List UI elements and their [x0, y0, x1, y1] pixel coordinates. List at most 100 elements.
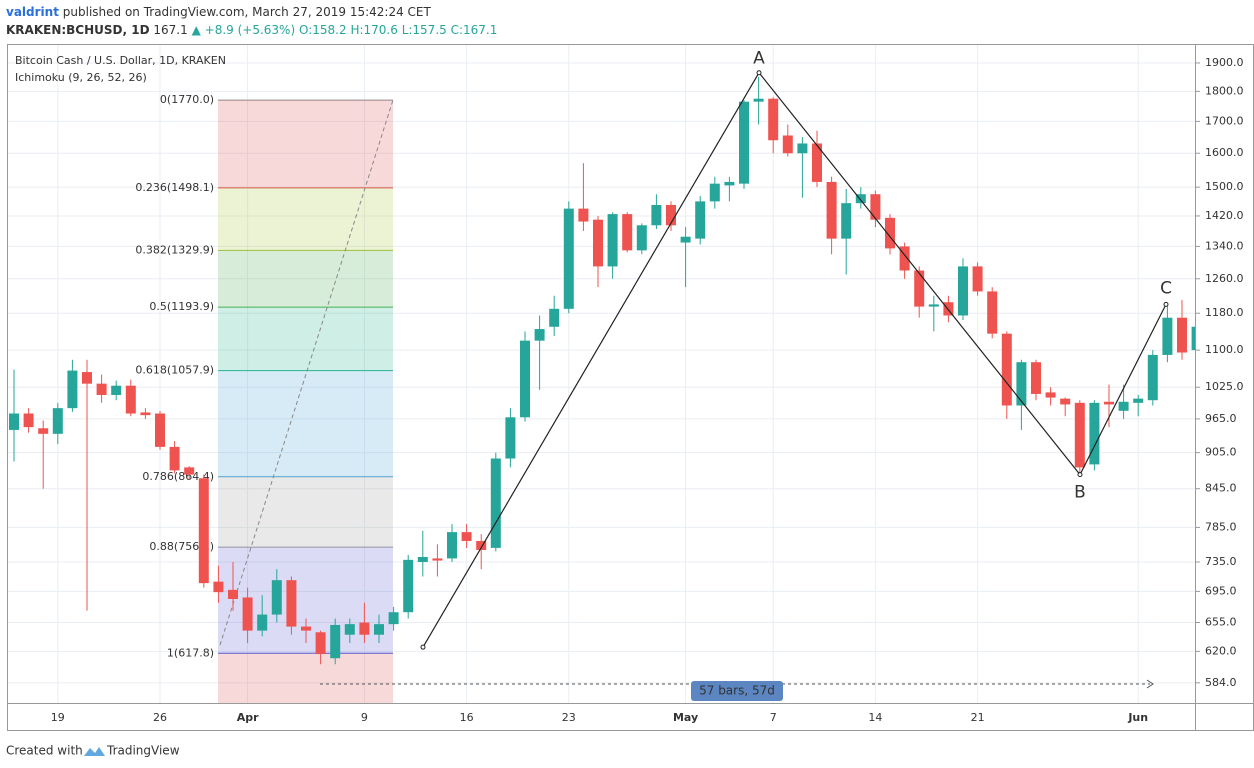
- candle-body: [1162, 317, 1173, 355]
- candle-body: [1147, 354, 1158, 401]
- x-tick-label: Jun: [1127, 711, 1148, 724]
- grid: 1900.0 1800.0 1700.0 1600.0 1500.0 1420.0 1340…: [8, 45, 1244, 724]
- candle-body: [534, 329, 545, 341]
- x-tick-label: 23: [562, 711, 576, 724]
- candle-body: [344, 624, 355, 635]
- candle-body: [1104, 401, 1114, 405]
- candle-body: [476, 540, 487, 550]
- footer-created: Created with: [6, 744, 83, 758]
- pattern-point: [420, 644, 426, 650]
- candle-body: [228, 589, 238, 600]
- candle-body: [38, 428, 49, 434]
- candle-body: [958, 266, 968, 316]
- candle-body: [943, 302, 954, 316]
- candle-body: [1001, 333, 1012, 406]
- fib-label: 0.786(864.4): [142, 470, 214, 483]
- candle-body: [140, 412, 151, 416]
- candle-body: [359, 622, 370, 635]
- candle-body: [1060, 398, 1071, 405]
- candle-body: [1045, 392, 1056, 398]
- y-tick-label: 584.0: [1205, 676, 1237, 689]
- candle-body: [417, 557, 428, 562]
- y-tick-label: 1100.0: [1205, 343, 1244, 356]
- fib-band: [218, 307, 393, 371]
- x-tick-label: Apr: [237, 711, 259, 724]
- candle-body: [987, 291, 998, 334]
- y-tick-label: 1180.0: [1205, 306, 1244, 319]
- candle-body: [841, 203, 852, 239]
- candle-body: [1074, 402, 1085, 468]
- legend-series: Bitcoin Cash / U.S. Dollar, 1D, KRAKEN: [15, 54, 226, 67]
- candle-body: [155, 413, 165, 447]
- candle-body: [899, 246, 910, 271]
- candle-body: [330, 624, 341, 659]
- candle-body: [563, 208, 574, 309]
- candle-body: [695, 201, 706, 239]
- candle-body: [490, 458, 501, 548]
- fib-trend: [219, 99, 394, 646]
- candle-body: [403, 559, 414, 613]
- x-tick-label: 9: [361, 711, 368, 724]
- candle-body: [680, 236, 691, 243]
- x-tick-label: 19: [51, 711, 65, 724]
- author: valdrint: [6, 5, 59, 19]
- candle-body: [928, 304, 939, 307]
- fib-band: [218, 250, 393, 308]
- candle-body: [67, 370, 78, 409]
- candle-body: [315, 632, 326, 654]
- x-tick-label: 14: [868, 711, 882, 724]
- y-tick-label: 1340.0: [1205, 239, 1244, 252]
- y-tick-label: 1600.0: [1205, 146, 1244, 159]
- x-tick-label: 7: [770, 711, 777, 724]
- candle-body: [125, 385, 136, 414]
- fib-label: 0(1770.0): [160, 93, 214, 106]
- open: O:158.2: [299, 23, 347, 37]
- fib-label: 0.5(1193.9): [149, 300, 214, 313]
- y-tick-label: 620.0: [1205, 644, 1237, 657]
- candle-body: [1177, 317, 1187, 353]
- pattern-label: B: [1074, 483, 1086, 503]
- candle-body: [242, 597, 253, 631]
- y-tick-label: 1260.0: [1205, 272, 1244, 285]
- high: H:170.6: [350, 23, 397, 37]
- pattern-line: [422, 71, 1167, 648]
- low: L:157.5: [402, 23, 447, 37]
- candle-body: [9, 413, 19, 430]
- range-arrow: [1146, 679, 1154, 689]
- y-tick-label: 1500.0: [1205, 180, 1244, 193]
- candle-body: [447, 532, 457, 559]
- pattern-point: [756, 70, 762, 76]
- candle-body: [23, 413, 34, 428]
- change: +8.9 (+5.63%): [205, 23, 296, 37]
- candle-body: [1118, 401, 1129, 411]
- candle-body: [213, 581, 224, 593]
- candle-body: [52, 408, 63, 434]
- x-tick-label: 16: [460, 711, 474, 724]
- range-box: [691, 681, 783, 701]
- y-tick-label: 1420.0: [1205, 209, 1244, 222]
- candle-body: [972, 266, 983, 292]
- candle-body: [505, 417, 516, 459]
- candle-body: [578, 208, 589, 222]
- candle-body: [782, 135, 793, 154]
- x-tick-label: May: [673, 711, 698, 724]
- candle-body: [768, 98, 779, 141]
- y-tick-label: 1900.0: [1205, 56, 1244, 69]
- candle-body: [388, 612, 399, 625]
- candle-body: [461, 532, 472, 541]
- candle-body: [1133, 398, 1144, 403]
- fib-band: [218, 653, 393, 703]
- y-tick-label: 735.0: [1205, 555, 1237, 568]
- x-tick-label: 26: [153, 711, 167, 724]
- candle-body: [1031, 362, 1041, 394]
- candle-body: [184, 467, 195, 475]
- candle-body: [797, 143, 808, 154]
- candle-body: [374, 624, 384, 635]
- y-tick-label: 1700.0: [1205, 114, 1244, 127]
- y-tick-label: 1025.0: [1205, 380, 1244, 393]
- candle-body: [82, 372, 92, 384]
- candle-body: [520, 340, 530, 418]
- fib-band: [218, 100, 393, 188]
- candle-body: [870, 194, 881, 220]
